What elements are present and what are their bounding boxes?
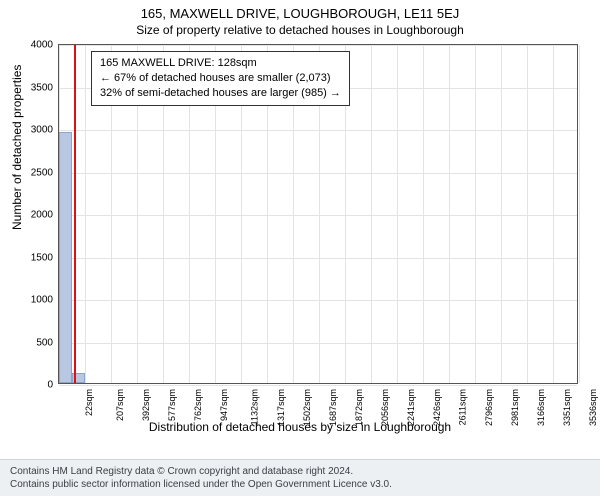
y-tick-label: 1000: [13, 295, 53, 306]
x-tick-label: 22sqm: [84, 389, 94, 416]
y-tick-label: 1500: [13, 252, 53, 263]
footer-line2: Contains public sector information licen…: [10, 478, 590, 491]
x-axis-label: Distribution of detached houses by size …: [0, 420, 600, 434]
gridline-v: [85, 45, 86, 383]
plot-area: 165 MAXWELL DRIVE: 128sqm ← 67% of detac…: [58, 44, 578, 384]
gridline-v: [449, 45, 450, 383]
info-box-line3: 32% of semi-detached houses are larger (…: [100, 86, 341, 101]
x-tick-label: 947sqm: [219, 389, 229, 421]
gridline-h: [59, 385, 577, 386]
y-tick-label: 2000: [13, 210, 53, 221]
chart-title-sub: Size of property relative to detached ho…: [0, 21, 600, 37]
gridline-v: [397, 45, 398, 383]
gridline-v: [423, 45, 424, 383]
histogram-bar: [59, 132, 72, 383]
gridline-v: [501, 45, 502, 383]
y-tick-label: 0: [13, 380, 53, 391]
info-box-line1: 165 MAXWELL DRIVE: 128sqm: [100, 56, 341, 71]
info-box: 165 MAXWELL DRIVE: 128sqm ← 67% of detac…: [91, 51, 350, 106]
x-tick-label: 577sqm: [167, 389, 177, 421]
y-tick-label: 3500: [13, 82, 53, 93]
footer: Contains HM Land Registry data © Crown c…: [0, 459, 600, 496]
y-tick-label: 3000: [13, 125, 53, 136]
footer-line1: Contains HM Land Registry data © Crown c…: [10, 465, 590, 478]
y-tick-label: 4000: [13, 40, 53, 51]
chart-area: 165 MAXWELL DRIVE: 128sqm ← 67% of detac…: [58, 44, 578, 414]
gridline-v: [527, 45, 528, 383]
x-tick-label: 207sqm: [115, 389, 125, 421]
x-tick-label: 392sqm: [141, 389, 151, 421]
y-tick-label: 2500: [13, 167, 53, 178]
gridline-v: [371, 45, 372, 383]
gridline-v: [553, 45, 554, 383]
x-tick-label: 762sqm: [193, 389, 203, 421]
y-tick-label: 500: [13, 337, 53, 348]
info-box-line2: ← 67% of detached houses are smaller (2,…: [100, 71, 341, 86]
gridline-v: [475, 45, 476, 383]
property-marker-line: [74, 45, 76, 383]
gridline-v: [579, 45, 580, 383]
chart-title-main: 165, MAXWELL DRIVE, LOUGHBOROUGH, LE11 5…: [0, 0, 600, 21]
